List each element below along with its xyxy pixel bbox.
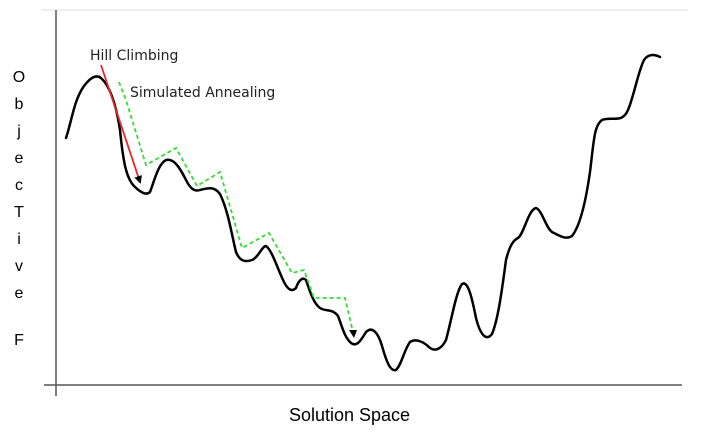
objective-curve — [64, 53, 662, 372]
y-axis-letter-o: O — [12, 69, 26, 86]
hill-climbing-label: Hill Climbing — [90, 48, 178, 64]
x-axis-label-text: Solution Space — [288, 405, 411, 425]
simulated-annealing-arrowhead — [349, 330, 357, 338]
y-axis-letter-b: b — [14, 96, 24, 113]
simulated-annealing-path — [118, 81, 354, 333]
y-axis-letter-t: T — [14, 204, 24, 221]
x-axis-label: Solution Space — [0, 405, 701, 426]
y-axis-letter-f: F — [14, 332, 24, 349]
y-axis-letter-e: e — [14, 150, 24, 167]
y-axis-letter-c: c — [15, 177, 23, 194]
hill-climbing-arrow — [100, 64, 142, 184]
y-axis-letter-j: j — [17, 123, 21, 140]
y-axis-letter-e2: e — [14, 285, 24, 302]
y-axis-letter-v: v — [15, 258, 23, 275]
y-axis-letter-i: i — [17, 231, 21, 248]
simulated-annealing-label: Simulated Annealing — [130, 85, 275, 101]
